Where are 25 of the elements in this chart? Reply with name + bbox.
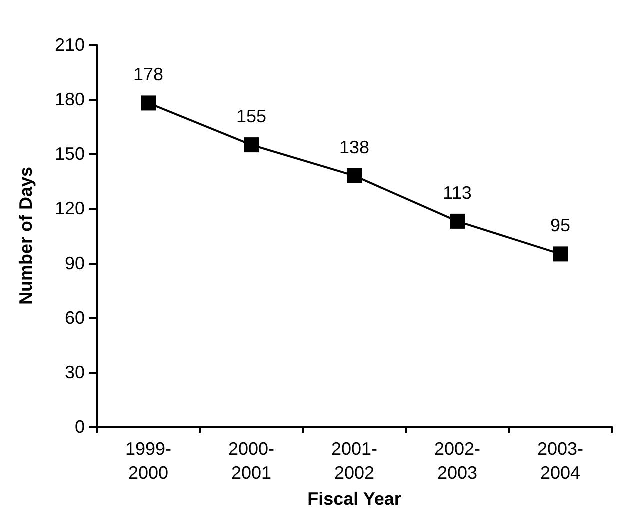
x-axis-title: Fiscal Year bbox=[308, 488, 402, 509]
x-tick-label: 2003-2004 bbox=[537, 439, 584, 483]
point bbox=[553, 246, 568, 262]
data-label: 178 bbox=[133, 64, 164, 85]
y-tick-label: 210 bbox=[54, 35, 85, 55]
point bbox=[450, 214, 465, 229]
point bbox=[244, 138, 259, 153]
x-tick-label: 1999-2000 bbox=[125, 439, 172, 483]
x-tick-label: 2002-2003 bbox=[434, 439, 481, 483]
y-tick-label: 120 bbox=[54, 198, 85, 219]
x-tick-label: 2001-2002 bbox=[331, 439, 378, 483]
y-axis-title: Number of Days bbox=[16, 166, 36, 306]
x-tick-label: 2000-2001 bbox=[228, 439, 275, 483]
y-tick-label: 0 bbox=[74, 417, 85, 437]
y-tick-label: 60 bbox=[64, 308, 85, 328]
data-label: 138 bbox=[339, 137, 370, 158]
point bbox=[141, 96, 156, 111]
data-label: 95 bbox=[550, 216, 571, 236]
point bbox=[347, 168, 362, 184]
y-tick-label: 30 bbox=[64, 362, 85, 382]
y-tick-label: 150 bbox=[54, 144, 85, 164]
y-tick-label: 90 bbox=[64, 253, 85, 274]
data-label: 113 bbox=[443, 182, 472, 203]
y-tick-label: 180 bbox=[54, 90, 85, 110]
data-label: 155 bbox=[236, 106, 267, 127]
